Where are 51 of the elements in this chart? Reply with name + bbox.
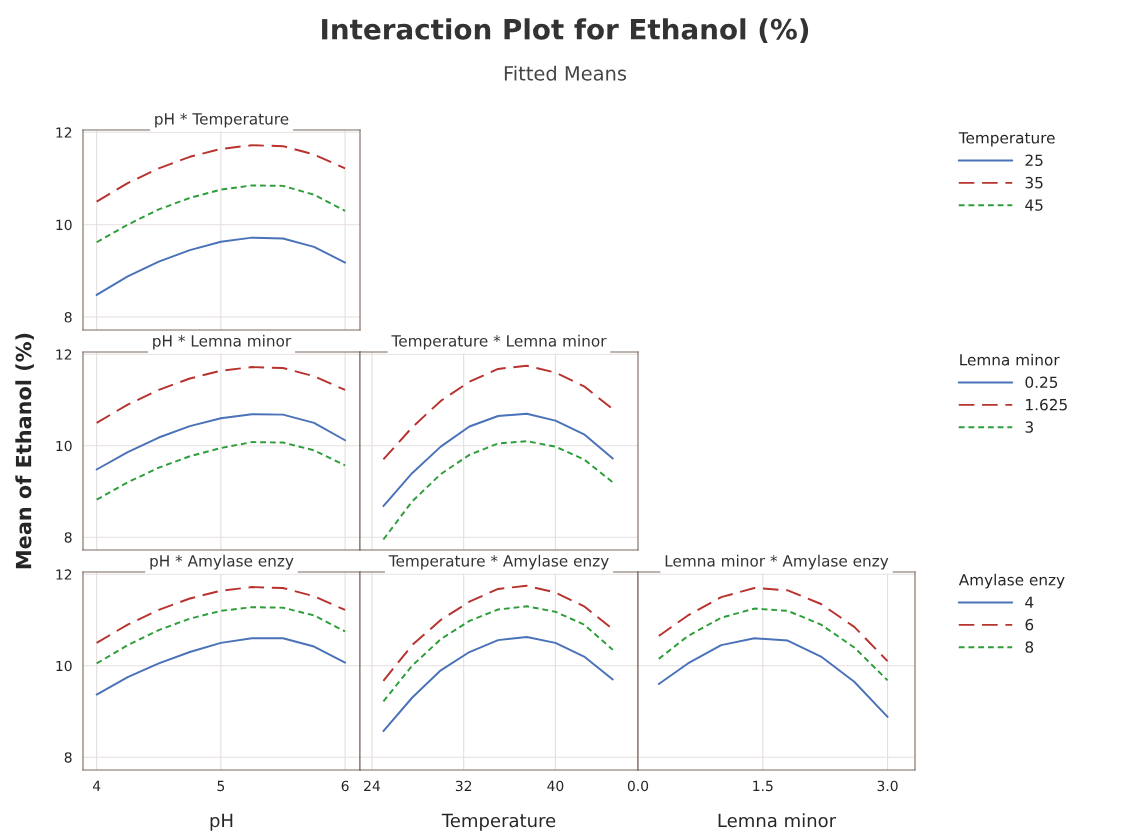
legend-label: 8 [1025, 641, 1034, 653]
x-tick-label: 6 [341, 780, 349, 792]
legend-title: Lemna minor [960, 353, 1060, 366]
legend-label: 35 [1025, 176, 1043, 189]
x-tick-label: 0.0 [627, 780, 649, 792]
line-series [95, 441, 347, 501]
y-tick-label: 12 [56, 349, 72, 360]
x-axis-title: pH [210, 813, 233, 831]
x-tick-label: 3.0 [877, 780, 898, 792]
legend-title: Temperature [958, 132, 1055, 147]
y-tick-label: 10 [56, 219, 72, 231]
legend-label: 3 [1025, 421, 1033, 433]
y-tick-label: 12 [56, 127, 72, 138]
x-axis-title: Temperature [441, 813, 556, 831]
legend-label: 25 [1025, 154, 1043, 166]
line-series [95, 236, 347, 296]
y-tick-label: 8 [64, 532, 72, 543]
x-tick-label: 24 [364, 780, 380, 791]
line-series [95, 144, 347, 203]
line-series [95, 606, 347, 665]
x-tick-label: 5 [217, 780, 225, 792]
legend-label: 1.625 [1026, 398, 1067, 411]
chart-title: Temperature * Lemna minor [391, 334, 607, 350]
chart-title: pH * Temperature [155, 113, 289, 128]
x-tick-label: 32 [455, 780, 472, 792]
legend-label: 4 [1025, 596, 1034, 608]
chart-title: pH * Amylase enzy [150, 554, 294, 570]
line-series [95, 184, 347, 244]
x-axis-title: Lemna minor [718, 813, 837, 828]
legend-label: 6 [1025, 618, 1034, 631]
x-tick-label: 4 [92, 780, 101, 791]
line-series [95, 637, 347, 696]
chart-title: pH * Lemna minor [153, 334, 292, 350]
y-tick-label: 12 [56, 569, 72, 580]
line-series [95, 413, 347, 471]
text: Fitted Means [504, 65, 627, 81]
y-tick-label: 8 [64, 752, 72, 763]
chart-title: Temperature * Amylase enzy [388, 554, 609, 570]
text: Interaction Plot for Ethanol (%) [322, 18, 809, 44]
x-tick-label: 40 [547, 780, 564, 792]
y-tick-label: 10 [56, 660, 72, 672]
y-tick-label: 10 [56, 440, 72, 452]
legend-label: 45 [1025, 199, 1043, 211]
chart-title: Lemna minor * Amylase enzy [665, 554, 889, 570]
y-tick-label: 8 [64, 312, 72, 323]
line-series [95, 366, 347, 424]
y-axis-title: Mean of Ethanol (%) [15, 333, 34, 569]
x-tick-label: 1.5 [753, 780, 773, 792]
legend-label: 0.25 [1025, 376, 1058, 388]
legend-title: Amylase enzy [958, 573, 1065, 589]
line-series [95, 586, 347, 644]
